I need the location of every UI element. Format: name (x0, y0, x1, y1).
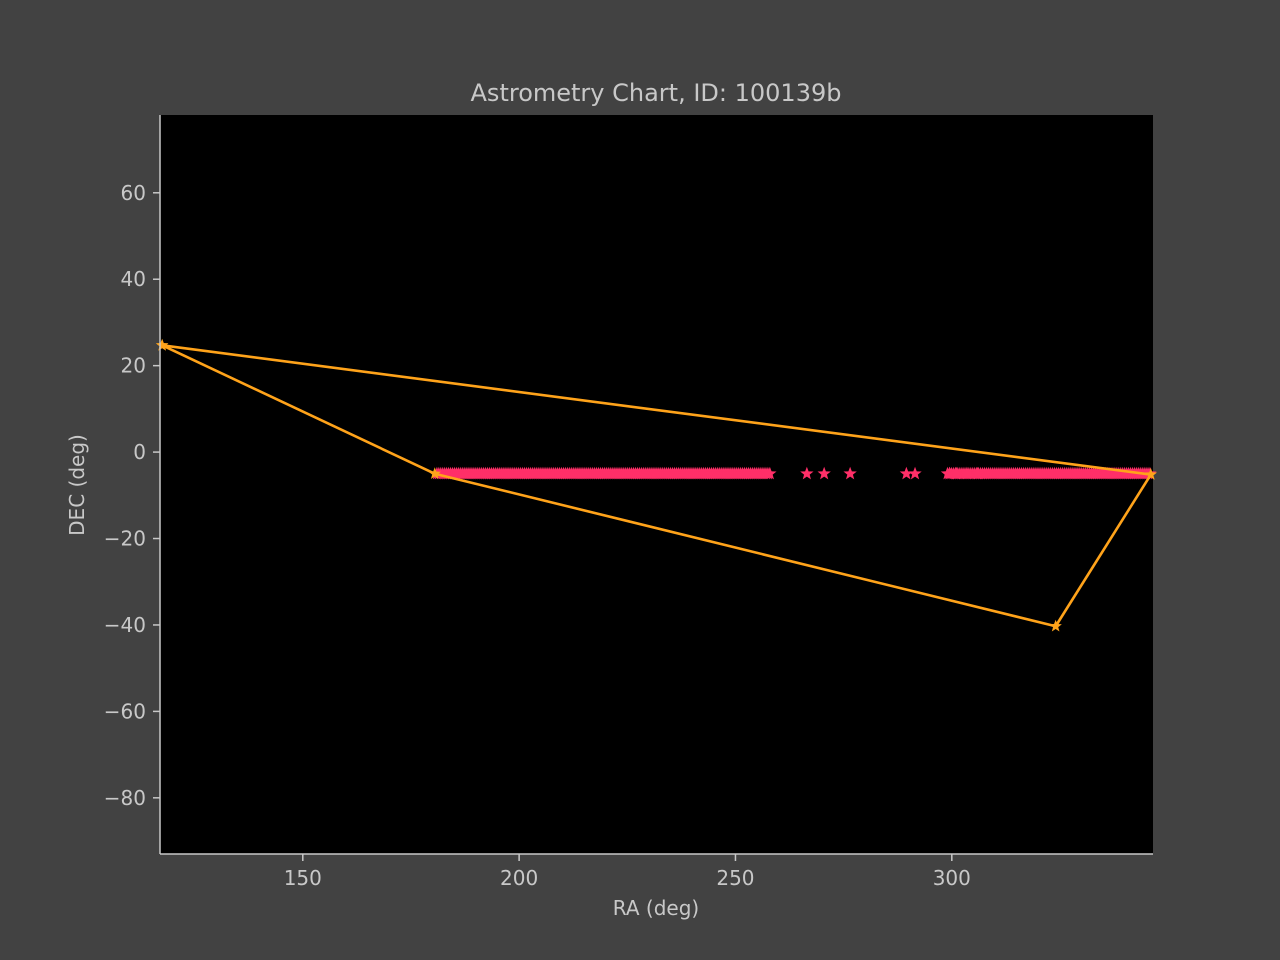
scatter-point (949, 466, 963, 480)
y-tick-label: 60 (121, 181, 146, 205)
y-tick-label: 20 (121, 354, 146, 378)
track-point (1144, 468, 1158, 480)
y-tick-label: 40 (121, 267, 146, 291)
scatter-point (843, 466, 857, 480)
x-tick-label: 200 (500, 866, 538, 890)
x-axis-label: RA (deg) (613, 896, 699, 920)
scatter-point (908, 466, 922, 480)
x-tick-label: 300 (933, 866, 971, 890)
y-axis-label: DEC (deg) (65, 434, 89, 536)
chart-title: Astrometry Chart, ID: 100139b (471, 79, 842, 107)
scatter-point (817, 466, 831, 480)
scatter-point (942, 466, 957, 480)
track-point (155, 338, 169, 351)
x-tick-label: 250 (716, 866, 754, 890)
scatter-point (971, 466, 985, 480)
y-tick-label: 0 (133, 440, 146, 464)
scatter-point (800, 466, 814, 480)
y-tick-label: −60 (104, 699, 146, 723)
y-tick-label: −80 (104, 786, 146, 810)
plot-area (160, 115, 1153, 854)
track-layer (155, 338, 1158, 632)
track-point (428, 467, 441, 479)
y-tick-label: −20 (104, 527, 146, 551)
track-point (1049, 619, 1062, 632)
y-axis-ticks: 60 40 20 0 −20 −40 −60 −80 (104, 181, 160, 810)
y-tick-label: −40 (104, 613, 146, 637)
scatter-layer (430, 466, 1157, 480)
x-tick-label: 150 (284, 866, 322, 890)
scatter-point (960, 466, 974, 480)
x-axis-ticks: 150 200 250 300 (284, 854, 971, 890)
scatter-point (899, 466, 914, 480)
scatter-point (763, 466, 777, 480)
